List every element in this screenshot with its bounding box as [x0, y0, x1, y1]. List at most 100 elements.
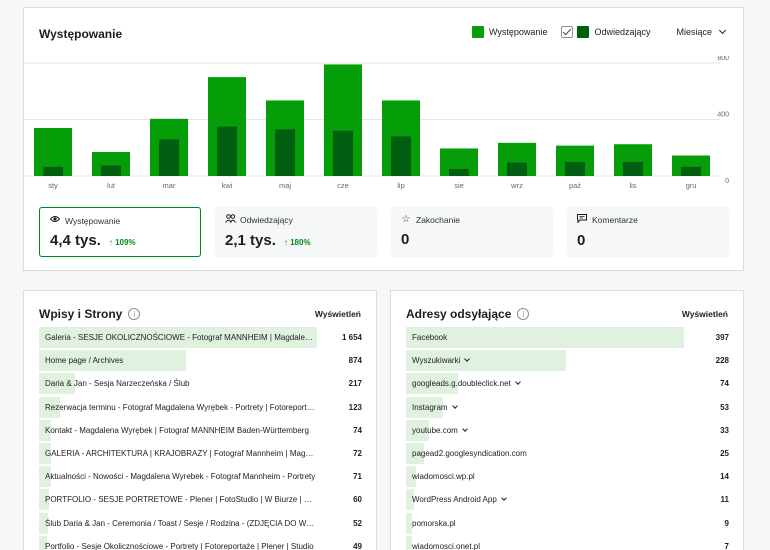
bar-visitors — [333, 130, 353, 176]
referrer-row[interactable]: wiadomosci.wp.pl 14 — [406, 466, 729, 489]
stat-visitors-change: ↑ 180% — [283, 238, 311, 247]
post-row[interactable]: GALERIA - ARCHITEKTURA | KRAJOBRAZY | Fo… — [39, 442, 362, 466]
chevron-down-icon[interactable] — [514, 379, 521, 386]
chevron-down-icon[interactable] — [461, 425, 468, 432]
referrer-row-bar — [406, 350, 566, 372]
post-row-label[interactable]: Home page / Archives — [45, 356, 124, 366]
x-tick-label: gru — [686, 181, 697, 190]
post-row[interactable]: PORTFOLIO - SESJE PORTRETOWE - Plener | … — [39, 489, 362, 512]
stat-visitors-value: 2,1 tys. — [225, 232, 276, 249]
posts-views-header: Wyświetleń — [314, 309, 361, 319]
post-row-bar — [39, 396, 60, 418]
referrer-row-bar — [406, 327, 684, 348]
chevron-down-icon[interactable] — [500, 495, 507, 502]
referrer-row[interactable]: WordPress Android App 11 — [406, 489, 729, 512]
legend-visitors[interactable]: Odwiedzający — [561, 26, 650, 38]
post-row-label[interactable]: PORTFOLIO - SESJE PORTRETOWE - Plener | … — [45, 495, 317, 505]
referrer-row-bar — [406, 442, 424, 464]
chevron-down-icon[interactable] — [464, 356, 471, 363]
post-row-views: 72 — [353, 448, 362, 458]
referrer-row[interactable]: wiadomosci.onet.pl 7 — [406, 535, 729, 550]
post-row-label[interactable]: Rezerwacja terminu - Fotograf Magdalena … — [45, 402, 317, 412]
referrer-row-bar — [406, 489, 414, 511]
referrer-row[interactable]: Instagram 53 — [406, 396, 729, 420]
post-row-label[interactable]: Portfolio - Sesje Okolicznościowe - Port… — [45, 541, 314, 550]
post-row-bar — [39, 466, 51, 488]
stats-row: Występowanie 4,4 tys. ↑ 109% Odwiedzający… — [39, 207, 729, 257]
chart-legend: Występowanie Odwiedzający Miesiące — [472, 26, 727, 38]
referrer-row-label[interactable]: pagead2.googlesyndication.com — [412, 448, 527, 458]
referrer-row[interactable]: pagead2.googlesyndication.com 25 — [406, 442, 729, 466]
referrer-row-label[interactable]: pomorska.pl — [412, 518, 456, 528]
info-icon[interactable]: i — [517, 308, 530, 320]
visitors-checkbox[interactable] — [561, 26, 574, 38]
post-row-views: 1 654 — [341, 333, 362, 342]
referrer-row-label[interactable]: Wyszukiwarki — [412, 350, 684, 371]
referrer-row-views: 9 — [724, 518, 729, 528]
post-row[interactable]: Home page / Archives 874 — [39, 350, 362, 373]
stat-views[interactable]: Występowanie 4,4 tys. ↑ 109% — [39, 207, 201, 257]
referrer-row[interactable]: pomorska.pl 9 — [406, 512, 729, 536]
post-row[interactable]: Ślub Daria & Jan - Ceremonia / Toast / S… — [39, 512, 362, 536]
chevron-down-icon[interactable] — [451, 402, 458, 409]
chevron-down-icon — [718, 26, 727, 35]
stat-likes[interactable]: ☆ Zakochanie 0 — [391, 207, 553, 257]
x-tick-label: paź — [569, 181, 581, 190]
post-row[interactable]: Daria & Jan - Sesja Narzeczeńska / Ślub 2… — [39, 373, 362, 396]
post-row[interactable]: Kontakt - Magdalena Wyrębek | Fotograf M… — [39, 419, 362, 443]
post-row-views: 74 — [353, 425, 362, 435]
referrer-row-label[interactable]: googleads.g.doubleclick.net — [412, 373, 684, 394]
bar-visitors — [623, 161, 643, 176]
post-row-label[interactable]: Kontakt - Magdalena Wyrębek | Fotograf M… — [45, 425, 309, 435]
referrer-row-bar — [406, 396, 444, 418]
stat-visitors-label: Odwiedzający — [240, 215, 293, 225]
referrer-row[interactable]: Wyszukiwarki 228 — [406, 350, 729, 373]
post-row[interactable]: Portfolio - Sesje Okolicznościowe - Port… — [39, 535, 362, 550]
traffic-bar-chart: 0 400 800 sty lut mar kwi maj cze lip sie wrz paź lis… — [24, 56, 729, 190]
x-tick-label: mar — [163, 181, 176, 190]
referrer-row-views: 11 — [720, 495, 729, 505]
traffic-card: Występowanie Występowanie Odwiedzający M… — [23, 7, 744, 271]
post-row-views: 123 — [348, 402, 362, 412]
referrer-row-label[interactable]: youtube.com — [412, 420, 684, 441]
period-select[interactable]: Miesiące — [676, 26, 727, 37]
info-icon[interactable]: i — [128, 308, 141, 320]
post-row[interactable]: Rezerwacja terminu - Fotograf Magdalena … — [39, 396, 362, 420]
bar-visitors — [681, 166, 701, 176]
referrer-row-bar — [406, 466, 416, 488]
bar-visitors — [43, 166, 63, 176]
bar-visitors — [391, 136, 411, 176]
bar-visitors — [101, 165, 121, 176]
posts-title: Wpisy i Strony i — [39, 307, 141, 321]
post-row-label[interactable]: Aktualności - Nowości - Magdalena Wyrebe… — [45, 472, 316, 482]
legend-views: Występowanie — [472, 26, 547, 38]
y-tick-label: 0 — [725, 178, 729, 185]
stat-visitors[interactable]: Odwiedzający 2,1 tys. ↑ 180% — [215, 207, 377, 257]
referrer-row-label[interactable]: wiadomosci.wp.pl — [412, 472, 475, 482]
referrer-row-views: 228 — [715, 356, 729, 366]
post-row[interactable]: Galeria - SESJE OKOLICZNOŚCIOWE - Fotogr… — [39, 327, 362, 350]
star-icon: ☆ — [401, 214, 411, 225]
referrer-row-label[interactable]: WordPress Android App — [412, 489, 684, 510]
post-row-label[interactable]: Ślub Daria & Jan - Ceremonia / Toast / S… — [45, 518, 317, 528]
post-row-bar — [39, 442, 52, 464]
y-tick-label: 800 — [717, 56, 729, 62]
post-row-label[interactable]: Galeria - SESJE OKOLICZNOŚCIOWE - Fotogr… — [45, 333, 317, 342]
post-row-views: 217 — [348, 379, 362, 389]
referrer-row[interactable]: googleads.g.doubleclick.net 74 — [406, 373, 729, 396]
stat-comments[interactable]: Komentarze 0 — [567, 207, 729, 257]
referrer-row-label[interactable]: Facebook — [412, 333, 448, 342]
post-row-label[interactable]: Daria & Jan - Sesja Narzeczeńska / Ślub — [45, 379, 190, 389]
referrers-card: Adresy odsyłające i Wyświetleń Facebook 3… — [390, 290, 744, 550]
referrer-row[interactable]: Facebook 397 — [406, 327, 729, 350]
post-row-views: 52 — [353, 518, 362, 528]
legend-views-label: Występowanie — [489, 27, 548, 37]
referrer-row[interactable]: youtube.com 33 — [406, 419, 729, 443]
referrer-row-label[interactable]: Instagram — [412, 397, 684, 418]
period-label: Miesiące — [676, 27, 712, 37]
referrer-row-label[interactable]: wiadomosci.onet.pl — [412, 541, 481, 550]
post-row-label[interactable]: GALERIA - ARCHITEKTURA | KRAJOBRAZY | Fo… — [45, 448, 317, 458]
post-row[interactable]: Aktualności - Nowości - Magdalena Wyrebe… — [39, 466, 362, 489]
legend-visitors-label: Odwiedzający — [594, 27, 651, 37]
comment-icon — [577, 214, 587, 226]
